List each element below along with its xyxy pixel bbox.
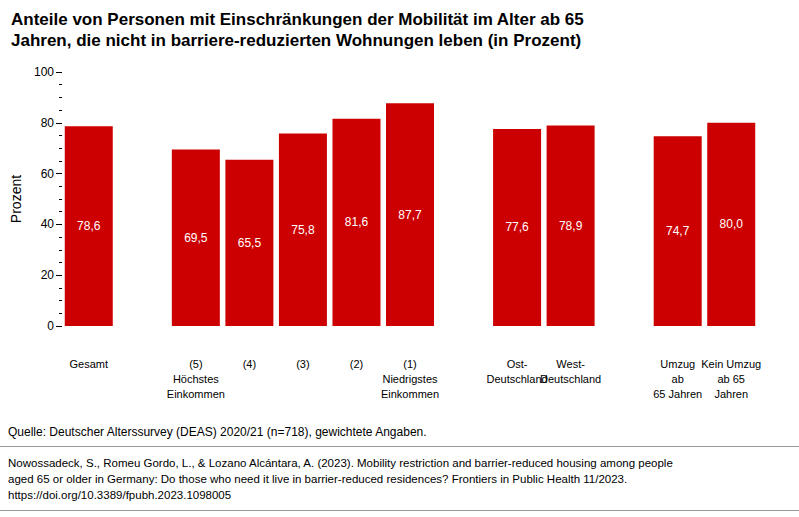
svg-text:aged 65 or older in Germany: D: aged 65 or older in Germany: Do those wh… (8, 473, 627, 485)
svg-text:Einkommen: Einkommen (381, 388, 439, 400)
svg-text:Jahren: Jahren (714, 388, 748, 400)
svg-text:Prozent: Prozent (8, 175, 24, 223)
svg-text:Jahren, die nicht in barriere-: Jahren, die nicht in barriere-reduzierte… (11, 31, 581, 50)
svg-text:65 Jahren: 65 Jahren (653, 388, 702, 400)
svg-text:(1): (1) (403, 358, 416, 370)
svg-text:77,6: 77,6 (505, 220, 529, 234)
svg-text:(3): (3) (296, 358, 309, 370)
svg-text:Kein Umzug: Kein Umzug (701, 358, 761, 370)
svg-text:81,6: 81,6 (345, 215, 369, 229)
svg-text:ab 65: ab 65 (717, 373, 745, 385)
svg-text:60: 60 (41, 167, 55, 181)
svg-text:65,5: 65,5 (238, 236, 262, 250)
svg-text:Nowossadeck, S., Romeu Gordo,: Nowossadeck, S., Romeu Gordo, L., & Loza… (8, 457, 673, 469)
svg-text:Anteile von Personen mit Einsc: Anteile von Personen mit Einschränkungen… (11, 10, 584, 29)
svg-text:78,6: 78,6 (77, 219, 101, 233)
svg-text:Ost-: Ost- (507, 358, 528, 370)
svg-text:40: 40 (41, 217, 55, 231)
svg-text:20: 20 (41, 268, 55, 282)
svg-text:80,0: 80,0 (720, 217, 744, 231)
svg-text:75,8: 75,8 (291, 223, 315, 237)
svg-text:https://doi.org/10.3389/fpubh.: https://doi.org/10.3389/fpubh.2023.10980… (8, 489, 231, 501)
svg-text:(4): (4) (243, 358, 256, 370)
svg-text:100: 100 (34, 65, 54, 79)
svg-text:0: 0 (47, 319, 54, 333)
svg-text:Einkommen: Einkommen (167, 388, 225, 400)
svg-text:87,7: 87,7 (398, 208, 422, 222)
svg-text:(2): (2) (350, 358, 363, 370)
svg-text:Niedrigstes: Niedrigstes (382, 373, 438, 385)
svg-text:ab: ab (672, 373, 684, 385)
svg-text:80: 80 (41, 116, 55, 130)
svg-text:(5): (5) (189, 358, 202, 370)
svg-text:74,7: 74,7 (666, 224, 690, 238)
svg-text:Quelle: Deutscher Alterssurvey: Quelle: Deutscher Alterssurvey (DEAS) 20… (8, 425, 427, 439)
svg-text:78,9: 78,9 (559, 219, 583, 233)
svg-text:Höchstes: Höchstes (173, 373, 219, 385)
svg-text:Deutschland: Deutschland (540, 373, 601, 385)
svg-text:West-: West- (556, 358, 585, 370)
svg-text:Gesamt: Gesamt (70, 358, 109, 370)
svg-text:69,5: 69,5 (184, 231, 208, 245)
svg-text:Umzug: Umzug (660, 358, 695, 370)
svg-text:Deutschland: Deutschland (486, 373, 547, 385)
